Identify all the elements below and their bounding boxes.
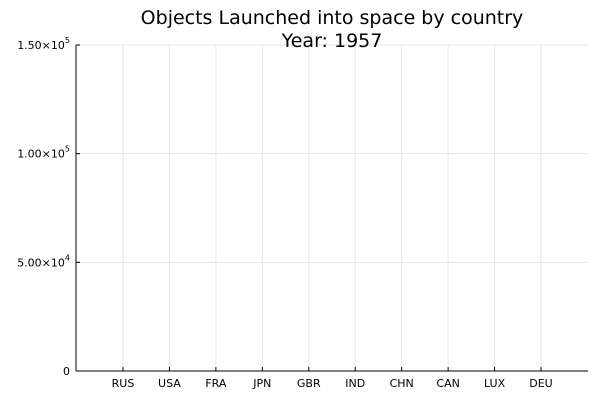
x-tick-label: LUX: [484, 377, 506, 390]
chart-subtitle: Year: 1957: [281, 30, 383, 52]
grid-lines: [76, 44, 588, 371]
axes: [75, 45, 588, 372]
x-tick-label: GBR: [297, 377, 321, 390]
x-tick-label: CHN: [390, 377, 414, 390]
x-tick-label: USA: [158, 377, 181, 390]
x-tick-label: JPN: [252, 377, 271, 390]
x-tick-label: CAN: [436, 377, 459, 390]
x-tick-label: DEU: [529, 377, 552, 390]
y-tick-labels: 0 5.00×104 1.00×105 1.50×105: [17, 36, 80, 378]
x-tick-label: FRA: [205, 377, 227, 390]
x-tick-label: IND: [345, 377, 365, 390]
x-tick-labels: RUS USA FRA JPN GBR IND CHN CAN LUX DEU: [112, 367, 553, 390]
y-tick-label: 1.50×105: [17, 36, 70, 52]
x-tick-label: RUS: [112, 377, 135, 390]
y-tick-label: 0: [63, 365, 70, 378]
chart-title: Objects Launched into space by country: [141, 7, 524, 29]
y-tick-label: 5.00×104: [17, 253, 70, 269]
y-tick-label: 1.00×105: [17, 145, 70, 161]
